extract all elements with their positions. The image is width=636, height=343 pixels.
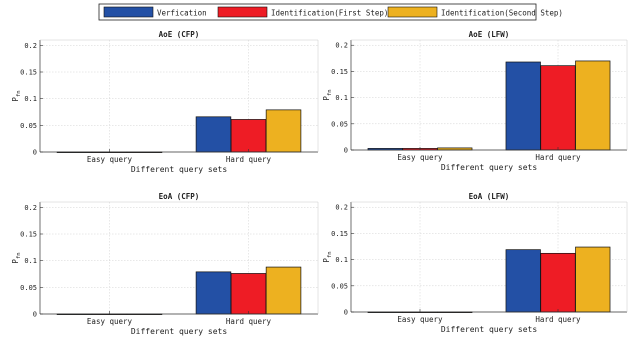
subplot-1: 0 0.05 0.1 0.15 0.2 Easy query Hard query AoE (…: [11, 30, 319, 174]
subplot-title: AoE (CFP): [159, 30, 200, 39]
ytick-label: 0: [344, 147, 348, 155]
ytick-label: 0.15: [20, 69, 37, 77]
bar-1-2: [505, 249, 541, 313]
y-axis-label-main: P: [11, 259, 20, 264]
xtick-label: Easy query: [397, 153, 443, 162]
ytick-label: 0: [33, 149, 37, 157]
bar-2-2: [230, 119, 267, 153]
subplot-title: EoA (CFP): [159, 192, 200, 201]
ytick-label: 0.1: [335, 256, 348, 264]
ytick-label: 0.2: [24, 42, 37, 50]
legend: Verfication Identification(First Step) I…: [98, 3, 563, 21]
y-axis-label-sub: fn: [16, 90, 22, 97]
y-axis-label: Pfn: [322, 251, 333, 262]
bar-2-2: [540, 252, 576, 313]
bar-3-2: [575, 246, 611, 313]
subplot-3: 0 0.05 0.1 0.15 0.2 Easy query Hard query EoA (…: [11, 192, 319, 336]
bar-1-2: [195, 271, 232, 315]
subplot-2: 0 0.05 0.1 0.15 0.2 Easy query Hard query AoE (…: [322, 30, 628, 172]
ytick-label: 0.05: [20, 122, 37, 130]
y-axis-label-sub: fn: [16, 252, 22, 259]
legend-swatch-identification-first: [217, 6, 268, 18]
ytick-label: 0: [344, 309, 348, 317]
ytick-label: 0.05: [20, 284, 37, 292]
subplot-title: AoE (LFW): [469, 30, 510, 39]
legend-label-verification: Verfication: [157, 9, 207, 18]
ytick-label: 0.15: [331, 68, 348, 76]
x-axis-label: Different query sets: [131, 327, 228, 336]
legend-label-identification-second: Identification(Second Step): [441, 9, 563, 18]
ytick-label: 0.15: [20, 231, 37, 239]
xtick-label: Easy query: [87, 155, 133, 164]
y-axis-label-main: P: [322, 258, 331, 263]
y-axis-label: Pfn: [11, 90, 22, 101]
bar-3-2: [265, 266, 302, 315]
ytick-label: 0.15: [331, 230, 348, 238]
legend-swatch-identification-second: [387, 6, 438, 18]
ytick-label: 0.1: [335, 94, 348, 102]
ytick-label: 0.2: [335, 42, 348, 50]
ytick-label: 0.2: [335, 204, 348, 212]
ytick-label: 0.1: [24, 257, 37, 265]
xtick-label: Hard query: [535, 153, 581, 162]
xtick-label: Easy query: [397, 315, 443, 324]
bar-3-2: [265, 109, 302, 153]
subplot-title: EoA (LFW): [469, 192, 510, 201]
ytick-label: 0: [33, 311, 37, 319]
subplot-4: 0 0.05 0.1 0.15 0.2 Easy query Hard query EoA (…: [322, 192, 628, 334]
xtick-label: Easy query: [87, 317, 133, 326]
legend-label-identification-first: Identification(First Step): [271, 9, 388, 18]
y-axis-label-main: P: [11, 97, 20, 102]
y-axis-label-main: P: [322, 96, 331, 101]
ytick-label: 0.05: [331, 282, 348, 290]
xtick-label: Hard query: [535, 315, 581, 324]
ytick-label: 0.1: [24, 95, 37, 103]
xtick-label: Hard query: [226, 155, 272, 164]
bar-3-2: [575, 60, 611, 151]
ytick-label: 0.05: [331, 120, 348, 128]
y-axis-label-sub: fn: [327, 89, 333, 96]
bar-1-2: [505, 61, 541, 151]
bar-1-2: [195, 116, 232, 153]
y-axis-label: Pfn: [11, 252, 22, 263]
x-axis-label: Different query sets: [131, 165, 228, 174]
x-axis-label: Different query sets: [441, 163, 538, 172]
bar-2-2: [230, 273, 267, 315]
y-axis-label-sub: fn: [327, 251, 333, 258]
xtick-label: Hard query: [226, 317, 272, 326]
legend-swatch-verification: [103, 6, 154, 18]
ytick-label: 0.2: [24, 204, 37, 212]
y-axis-label: Pfn: [322, 89, 333, 100]
x-axis-label: Different query sets: [441, 325, 538, 334]
bar-2-2: [540, 65, 576, 151]
